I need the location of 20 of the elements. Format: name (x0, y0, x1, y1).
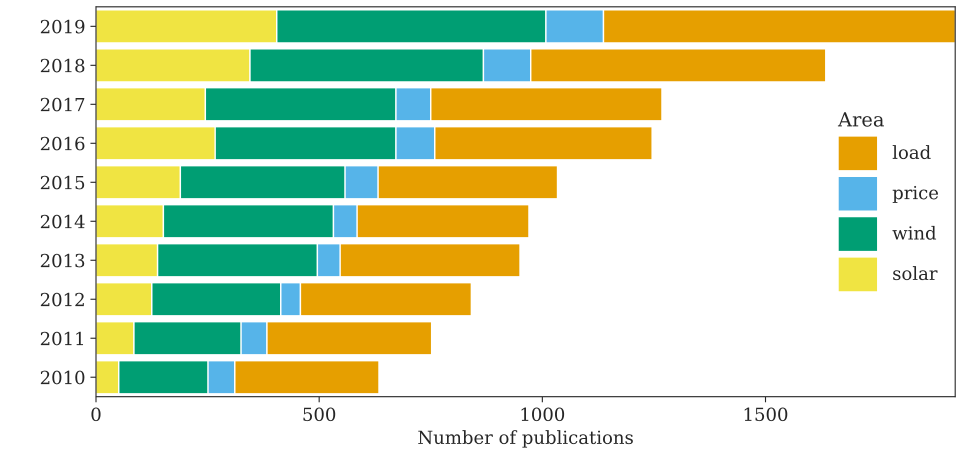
y-tick-label: 2017 (40, 98, 84, 112)
legend-title: Area (838, 112, 884, 127)
legend-label: price (892, 186, 938, 203)
legend-label: wind (892, 226, 936, 240)
y-tick-label: 2014 (40, 214, 85, 228)
legend-label: solar (893, 266, 938, 280)
legend-label: load (892, 145, 931, 160)
x-tick-label: 1000 (522, 407, 564, 422)
y-tick-label: 2010 (40, 370, 84, 384)
y-tick-label: 2016 (40, 136, 84, 150)
y-tick-label: 2018 (40, 58, 84, 72)
y-tick-label: 2013 (40, 254, 84, 268)
y-tick-label: 2019 (40, 20, 84, 34)
y-tick-label: 2011 (40, 332, 84, 346)
x-tick-label: 1500 (744, 407, 788, 422)
y-tick-label: 2015 (40, 176, 84, 190)
x-axis-title: Number of publications (418, 430, 633, 448)
y-tick-label: 2012 (40, 292, 84, 306)
x-tick-label: 0 (91, 407, 101, 422)
x-tick-label: 500 (303, 407, 336, 422)
